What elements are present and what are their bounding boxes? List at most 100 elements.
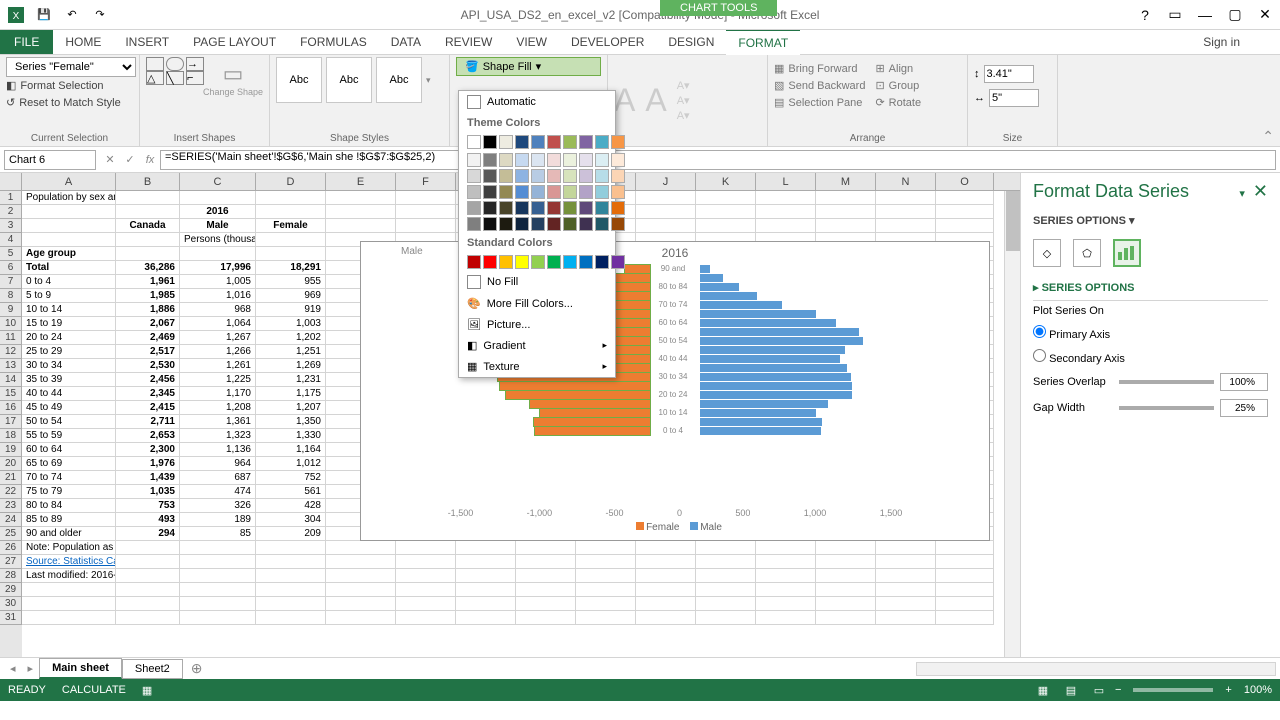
col-header-J[interactable]: J bbox=[636, 173, 696, 190]
shape-fill-button[interactable]: 🪣Shape Fill▾ bbox=[456, 57, 601, 76]
color-swatch[interactable] bbox=[579, 169, 593, 183]
color-swatch[interactable] bbox=[611, 201, 625, 215]
color-swatch[interactable] bbox=[595, 153, 609, 167]
color-swatch[interactable] bbox=[467, 169, 481, 183]
shape-style-2[interactable]: Abc bbox=[326, 57, 372, 103]
color-swatch[interactable] bbox=[515, 153, 529, 167]
color-swatch[interactable] bbox=[515, 185, 529, 199]
bar-female[interactable] bbox=[500, 382, 650, 390]
row-header-6[interactable]: 6 bbox=[0, 261, 22, 275]
color-swatch[interactable] bbox=[547, 185, 561, 199]
bar-female[interactable] bbox=[540, 409, 650, 417]
color-swatch[interactable] bbox=[595, 135, 609, 149]
bar-male[interactable] bbox=[700, 292, 757, 300]
height-input[interactable] bbox=[984, 65, 1034, 83]
color-swatch[interactable] bbox=[547, 255, 561, 269]
undo-icon[interactable]: ↶ bbox=[60, 3, 84, 27]
row-header-23[interactable]: 23 bbox=[0, 499, 22, 513]
page-break-view-icon[interactable]: ▭ bbox=[1087, 681, 1111, 699]
color-swatch[interactable] bbox=[563, 217, 577, 231]
color-swatch[interactable] bbox=[531, 169, 545, 183]
bar-male[interactable] bbox=[700, 391, 852, 399]
row-header-28[interactable]: 28 bbox=[0, 569, 22, 583]
text-effects-icon[interactable]: A▾ bbox=[677, 109, 690, 122]
color-swatch[interactable] bbox=[499, 169, 513, 183]
col-header-F[interactable]: F bbox=[396, 173, 456, 190]
signin-link[interactable]: Sign in bbox=[1203, 35, 1240, 49]
bar-male[interactable] bbox=[700, 346, 845, 354]
color-swatch[interactable] bbox=[547, 201, 561, 215]
col-header-C[interactable]: C bbox=[180, 173, 256, 190]
bar-female[interactable] bbox=[534, 418, 650, 426]
series-options-dropdown[interactable]: SERIES OPTIONS bbox=[1033, 215, 1126, 227]
zoom-slider[interactable] bbox=[1133, 688, 1213, 692]
tab-formulas[interactable]: FORMULAS bbox=[288, 30, 379, 54]
color-swatch[interactable] bbox=[531, 185, 545, 199]
sheet-tab-main[interactable]: Main sheet bbox=[39, 658, 122, 679]
change-shape-button[interactable]: Change Shape bbox=[203, 87, 263, 97]
color-swatch[interactable] bbox=[467, 217, 481, 231]
bar-female[interactable] bbox=[535, 427, 650, 435]
chart-legend[interactable]: Female Male bbox=[361, 522, 989, 533]
chart-element-selector[interactable]: Series "Female" bbox=[6, 57, 136, 77]
bar-male[interactable] bbox=[700, 355, 840, 363]
color-swatch[interactable] bbox=[531, 255, 545, 269]
shape-line-icon[interactable]: ╲ bbox=[166, 71, 184, 85]
formula-input[interactable]: =SERIES('Main sheet'!$G$6,'Main she !$G$… bbox=[160, 150, 1276, 170]
col-header-D[interactable]: D bbox=[256, 173, 326, 190]
color-swatch[interactable] bbox=[563, 201, 577, 215]
task-pane-close-icon[interactable]: ✕ bbox=[1253, 181, 1268, 201]
group-button[interactable]: ⊡Group bbox=[875, 78, 921, 93]
bar-female[interactable] bbox=[625, 265, 650, 273]
align-button[interactable]: ⊞Align bbox=[875, 61, 921, 76]
tab-format[interactable]: FORMAT bbox=[726, 29, 800, 55]
chart-title[interactable]: 2016 bbox=[361, 242, 989, 264]
color-swatch[interactable] bbox=[499, 255, 513, 269]
color-swatch[interactable] bbox=[611, 255, 625, 269]
shape-elbow-icon[interactable]: ⌐ bbox=[186, 71, 204, 85]
name-box[interactable] bbox=[4, 150, 96, 170]
color-swatch[interactable] bbox=[467, 255, 481, 269]
row-header-2[interactable]: 2 bbox=[0, 205, 22, 219]
color-swatch[interactable] bbox=[483, 135, 497, 149]
bar-female[interactable] bbox=[614, 274, 650, 282]
color-swatch[interactable] bbox=[595, 201, 609, 215]
color-swatch[interactable] bbox=[499, 153, 513, 167]
text-fill-icon[interactable]: A▾ bbox=[677, 79, 690, 92]
bar-male[interactable] bbox=[700, 400, 828, 408]
shape-tri-icon[interactable]: △ bbox=[146, 71, 164, 85]
color-swatch[interactable] bbox=[595, 255, 609, 269]
maximize-icon[interactable]: ▢ bbox=[1220, 1, 1250, 29]
series-options-section[interactable]: ▸ SERIES OPTIONS bbox=[1033, 275, 1268, 301]
bar-male[interactable] bbox=[700, 319, 836, 327]
color-swatch[interactable] bbox=[515, 201, 529, 215]
row-header-27[interactable]: 27 bbox=[0, 555, 22, 569]
color-swatch[interactable] bbox=[483, 201, 497, 215]
color-swatch[interactable] bbox=[563, 153, 577, 167]
row-header-17[interactable]: 17 bbox=[0, 415, 22, 429]
row-header-22[interactable]: 22 bbox=[0, 485, 22, 499]
excel-icon[interactable]: X bbox=[4, 3, 28, 27]
zoom-out-icon[interactable]: − bbox=[1115, 684, 1121, 696]
color-swatch[interactable] bbox=[467, 201, 481, 215]
color-swatch[interactable] bbox=[531, 217, 545, 231]
color-swatch[interactable] bbox=[563, 185, 577, 199]
row-header-11[interactable]: 11 bbox=[0, 331, 22, 345]
row-header-3[interactable]: 3 bbox=[0, 219, 22, 233]
normal-view-icon[interactable]: ▦ bbox=[1031, 681, 1055, 699]
row-header-21[interactable]: 21 bbox=[0, 471, 22, 485]
row-header-30[interactable]: 30 bbox=[0, 597, 22, 611]
color-swatch[interactable] bbox=[579, 201, 593, 215]
bar-male[interactable] bbox=[700, 337, 863, 345]
color-swatch[interactable] bbox=[579, 135, 593, 149]
color-swatch[interactable] bbox=[579, 217, 593, 231]
color-swatch[interactable] bbox=[611, 169, 625, 183]
task-pane-dropdown-icon[interactable]: ▾ bbox=[1239, 188, 1245, 200]
reset-match-style-button[interactable]: ↺Reset to Match Style bbox=[6, 94, 133, 111]
color-swatch[interactable] bbox=[483, 185, 497, 199]
shape-style-3[interactable]: Abc bbox=[376, 57, 422, 103]
color-swatch[interactable] bbox=[515, 169, 529, 183]
tab-review[interactable]: REVIEW bbox=[433, 30, 504, 54]
tab-home[interactable]: HOME bbox=[53, 30, 113, 54]
row-header-1[interactable]: 1 bbox=[0, 191, 22, 205]
